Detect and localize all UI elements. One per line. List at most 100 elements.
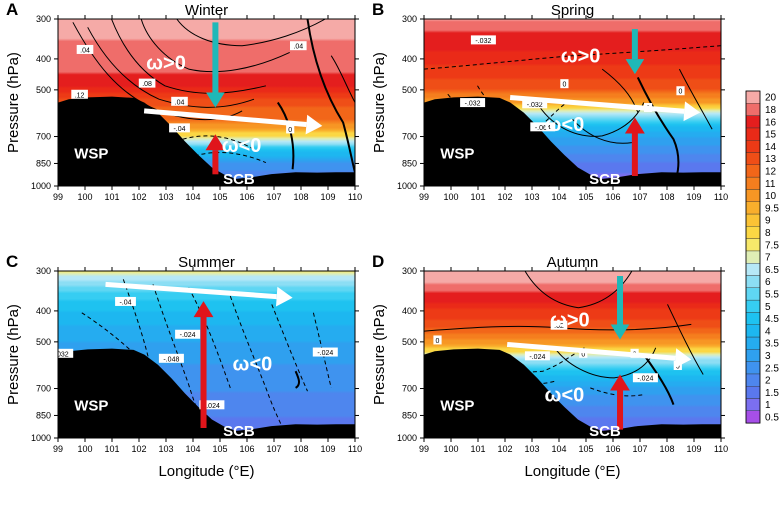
colorbar-swatch xyxy=(745,398,761,412)
y-tick-label: 850 xyxy=(36,410,51,420)
x-tick-label: 104 xyxy=(185,192,200,202)
contour-line xyxy=(642,353,675,405)
colorbar-swatch xyxy=(745,250,761,264)
panel-title: Summer xyxy=(178,254,235,271)
cyan-arrow-head xyxy=(206,92,225,108)
contour-label: .04 xyxy=(175,99,185,106)
colorbar-swatch xyxy=(745,299,761,313)
contour-label: -.024 xyxy=(317,350,333,357)
x-tick-label: 101 xyxy=(104,192,119,202)
y-tick-label: 1000 xyxy=(31,181,51,191)
x-tick-label: 99 xyxy=(419,444,429,454)
panel-title: Autumn xyxy=(547,254,599,271)
y-tick-label: 1000 xyxy=(397,433,417,443)
colorbar-swatch xyxy=(745,238,761,252)
plot-frame xyxy=(57,18,356,187)
cyan-arrow-head xyxy=(610,324,630,340)
x-axis-title: Longitude (°E) xyxy=(158,463,254,480)
contour-line xyxy=(111,19,267,94)
y-tick-label: 700 xyxy=(36,132,51,142)
contour-label-bg xyxy=(632,373,658,383)
colorbar-label: 5 xyxy=(765,302,771,313)
x-tick-label: 105 xyxy=(578,192,593,202)
colorbar-label: 7.5 xyxy=(765,240,779,251)
y-tick-label: 700 xyxy=(402,132,417,142)
white-arrow-head xyxy=(683,101,701,122)
y-tick-label: 700 xyxy=(402,384,417,394)
colorbar-swatch xyxy=(745,324,761,338)
x-tick-label: 108 xyxy=(293,192,308,202)
omega-label: ω<0 xyxy=(545,114,585,136)
contour-label: .04 xyxy=(80,47,90,54)
contour-label: -.032 xyxy=(527,102,543,109)
x-tick-label: 110 xyxy=(714,192,728,202)
y-tick-label: 850 xyxy=(402,410,417,420)
colorbar-label: 9.5 xyxy=(765,203,779,214)
contour-label-bg xyxy=(290,41,307,51)
contour-line xyxy=(294,370,300,389)
panel-letter: D xyxy=(372,252,384,271)
terrain-label-scb: SCB xyxy=(589,171,621,188)
contour-label-bg xyxy=(171,96,188,106)
x-tick-label: 103 xyxy=(524,444,539,454)
colorbar-label: 7 xyxy=(765,253,771,264)
contour-line xyxy=(229,295,285,430)
contour-line xyxy=(572,118,632,144)
contour-label-bg xyxy=(579,348,588,358)
contour-label-bg xyxy=(522,99,548,109)
colorbar-label: 4 xyxy=(765,326,771,337)
white-arrow-shaft xyxy=(509,94,685,114)
contour-label-bg xyxy=(58,348,74,358)
terrain-label-scb: SCB xyxy=(589,423,621,440)
white-arrow-head xyxy=(674,348,692,369)
colorbar-label: 3 xyxy=(765,351,771,362)
y-axis-title: Pressure (hPa) xyxy=(371,304,388,405)
omega-label: ω<0 xyxy=(222,135,262,157)
x-tick-label: 100 xyxy=(77,444,92,454)
y-axis-title: Pressure (hPa) xyxy=(371,52,388,153)
colorbar-label: 2.5 xyxy=(765,363,779,374)
x-tick-label: 101 xyxy=(470,444,485,454)
colorbar-label: 1 xyxy=(765,400,771,411)
contour-line xyxy=(306,19,355,173)
x-tick-label: 100 xyxy=(77,192,92,202)
contour-label-bg xyxy=(433,335,442,345)
y-tick-label: 400 xyxy=(402,306,417,316)
x-tick-label: 104 xyxy=(551,444,566,454)
panel-letter: A xyxy=(6,0,18,19)
colorbar-label: 1.5 xyxy=(765,388,779,399)
plot-frame xyxy=(423,18,722,187)
contour-label-bg xyxy=(175,329,201,339)
contour-label-bg xyxy=(524,351,550,361)
contour-label: .04 xyxy=(293,44,303,51)
colorbar-label: 11 xyxy=(765,179,776,190)
x-tick-label: 110 xyxy=(714,444,728,454)
plot-frame xyxy=(57,270,356,439)
contour-line xyxy=(87,27,255,108)
x-tick-label: 101 xyxy=(470,192,485,202)
x-tick-label: 106 xyxy=(605,444,620,454)
contour-line xyxy=(590,387,644,397)
contour-line xyxy=(678,68,713,130)
panel-letter: B xyxy=(372,0,384,19)
y-tick-label: 1000 xyxy=(31,433,51,443)
red-arrow-head xyxy=(205,134,226,151)
x-tick-label: 103 xyxy=(158,192,173,202)
contour-label-bg xyxy=(115,296,136,306)
plot-area: -.04 -.024 -.048 -.024 -.024 -.032 ω<0 WSP SCB xyxy=(58,271,355,438)
x-tick-label: 109 xyxy=(686,192,701,202)
contour-label: -.04 xyxy=(173,126,185,133)
colorbar-label: 10 xyxy=(765,191,777,202)
omega-label: ω>0 xyxy=(561,45,601,67)
colorbar-label: 12 xyxy=(765,166,777,177)
contour-line xyxy=(636,76,680,178)
contour-label: 0 xyxy=(288,127,292,134)
contour-line xyxy=(182,135,255,150)
x-tick-label: 99 xyxy=(53,444,63,454)
contour-label: -.064 xyxy=(535,125,551,132)
x-tick-label: 102 xyxy=(497,192,512,202)
colorbar-label: 2 xyxy=(765,376,771,387)
colorbar-label: 16 xyxy=(765,117,777,128)
x-tick-label: 108 xyxy=(659,444,674,454)
